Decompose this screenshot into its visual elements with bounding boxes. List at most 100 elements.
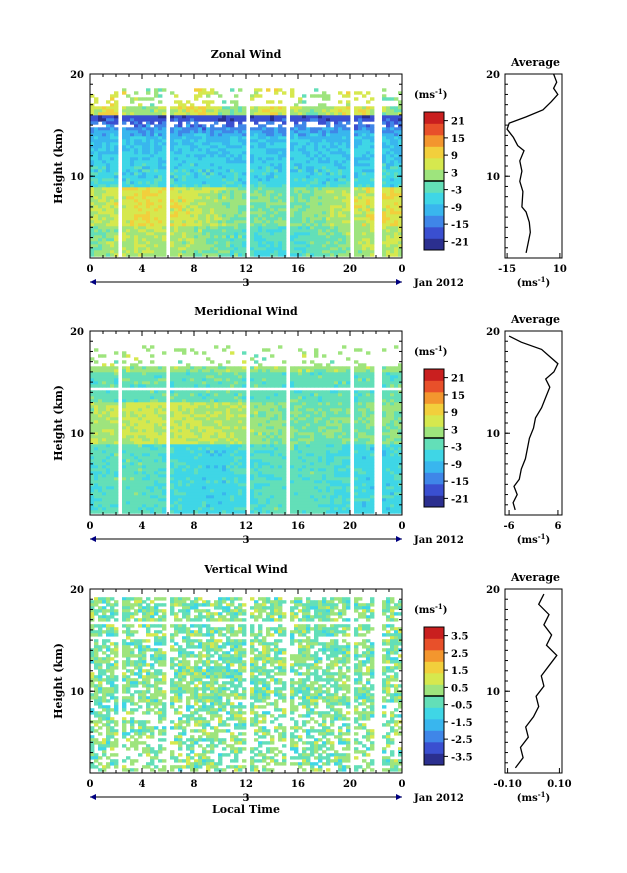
heatmap-cell <box>314 127 319 131</box>
heatmap-cell <box>222 214 227 218</box>
heatmap-cell <box>334 244 339 248</box>
heatmap-cell <box>226 241 231 245</box>
heatmap-cell <box>354 154 359 158</box>
heatmap-cell <box>170 495 175 499</box>
heatmap-cell <box>150 145 155 149</box>
heatmap-cell <box>162 438 167 442</box>
heatmap-cell <box>186 498 191 502</box>
heatmap-cell <box>266 118 271 122</box>
heatmap-cell <box>102 217 107 221</box>
heatmap-cell <box>162 492 167 496</box>
heatmap-cell <box>274 91 279 95</box>
heatmap-cell <box>110 396 115 400</box>
heatmap-cell <box>102 417 107 421</box>
heatmap-cell <box>258 142 263 146</box>
heatmap-cell <box>274 208 279 212</box>
heatmap-cell <box>90 226 95 230</box>
heatmap-cell <box>98 495 103 499</box>
heatmap-cell <box>226 199 231 203</box>
heatmap-cell <box>94 145 99 149</box>
heatmap-cell <box>230 166 235 170</box>
heatmap-cell <box>170 450 175 454</box>
heatmap-cell <box>130 136 135 140</box>
heatmap-cell <box>338 130 343 134</box>
heatmap-cell <box>134 247 139 251</box>
heatmap-cell <box>342 130 347 134</box>
heatmap-cell <box>270 205 275 209</box>
heatmap-cell <box>394 226 399 230</box>
heatmap-cell <box>126 214 131 218</box>
heatmap-cell <box>90 402 95 406</box>
heatmap-cell <box>346 148 351 152</box>
heatmap-cell <box>254 223 259 227</box>
heatmap-cell <box>362 178 367 182</box>
heatmap-cell <box>202 190 207 194</box>
heatmap-cell <box>182 426 187 430</box>
heatmap-cell <box>370 142 375 146</box>
heatmap-cell <box>278 223 283 227</box>
heatmap-cell <box>186 378 191 382</box>
heatmap-cell <box>218 181 223 185</box>
heatmap-cell <box>338 202 343 206</box>
heatmap-cell <box>150 375 155 379</box>
heatmap-cell <box>198 205 203 209</box>
heatmap-cell <box>182 199 187 203</box>
heatmap-cell <box>106 501 111 505</box>
heatmap-cell <box>98 232 103 236</box>
heatmap-cell <box>186 495 191 499</box>
heatmap-cell <box>122 118 127 122</box>
heatmap-cell <box>94 396 99 400</box>
heatmap-cell <box>174 106 179 110</box>
heatmap-cell <box>154 501 159 505</box>
heatmap-cell <box>222 151 227 155</box>
heatmap-cell <box>170 483 175 487</box>
heatmap-cell <box>282 106 287 110</box>
heatmap-cell <box>134 217 139 221</box>
heatmap-cell <box>226 127 231 131</box>
heatmap-cell <box>222 241 227 245</box>
heatmap-cell <box>326 211 331 215</box>
heatmap-cell <box>90 220 95 224</box>
heatmap-cell <box>170 504 175 508</box>
heatmap-cell <box>154 145 159 149</box>
heatmap-cell <box>314 106 319 110</box>
heatmap-cell <box>386 160 391 164</box>
heatmap-cell <box>102 178 107 182</box>
heatmap-cell <box>206 148 211 152</box>
heatmap-cell <box>310 181 315 185</box>
heatmap-cell <box>214 127 219 131</box>
heatmap-cell <box>214 118 219 122</box>
heatmap-cell <box>158 429 163 433</box>
heatmap-cell <box>282 166 287 170</box>
heatmap-cell <box>254 235 259 239</box>
heatmap-cell <box>130 468 135 472</box>
heatmap-cell <box>226 187 231 191</box>
heatmap-cell <box>234 229 239 233</box>
heatmap-cell <box>126 489 131 493</box>
heatmap-cell <box>102 151 107 155</box>
heatmap-cell <box>354 229 359 233</box>
heatmap-cell <box>126 109 131 113</box>
heatmap-cell <box>90 507 95 511</box>
heatmap-cell <box>142 250 147 254</box>
heatmap-cell <box>346 103 351 107</box>
heatmap-cell <box>218 172 223 176</box>
heatmap-cell <box>90 450 95 454</box>
heatmap-cell <box>106 453 111 457</box>
heatmap-cell <box>270 208 275 212</box>
heatmap-cell <box>102 250 107 254</box>
heatmap-cell <box>174 429 179 433</box>
heatmap-cell <box>330 160 335 164</box>
heatmap-cell <box>306 145 311 149</box>
heatmap-cell <box>178 109 183 113</box>
heatmap-cell <box>322 112 327 116</box>
heatmap-cell <box>398 172 403 176</box>
heatmap-cell <box>346 178 351 182</box>
heatmap-cell <box>398 235 403 239</box>
heatmap-cell <box>174 235 179 239</box>
heatmap-cell <box>142 498 147 502</box>
heatmap-cell <box>138 145 143 149</box>
heatmap-cell <box>310 148 315 152</box>
heatmap-cell <box>126 381 131 385</box>
heatmap-cell <box>154 411 159 415</box>
